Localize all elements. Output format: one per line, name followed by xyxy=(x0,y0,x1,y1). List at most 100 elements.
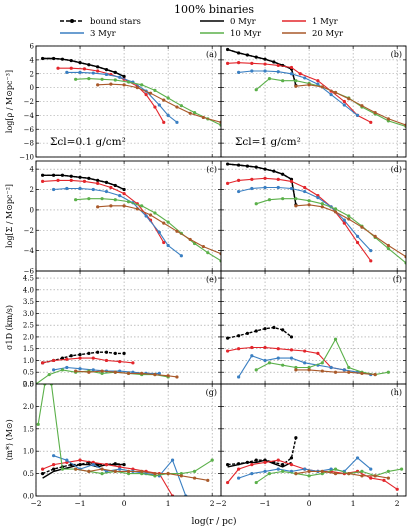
data-point xyxy=(395,487,399,491)
data-point xyxy=(355,456,360,460)
data-point xyxy=(153,105,157,109)
data-point xyxy=(96,463,100,467)
data-point xyxy=(166,374,170,378)
data-point xyxy=(140,469,144,473)
panel-label: (g) xyxy=(206,388,217,397)
data-point xyxy=(135,86,139,90)
legend: bound stars 0 Myr 1 Myr 3 Myr 10 Myr 20 Myr xyxy=(60,17,344,39)
y-tick-label: 2.5 xyxy=(23,381,34,389)
data-point xyxy=(329,365,333,370)
data-point xyxy=(307,365,311,370)
data-point xyxy=(52,187,56,192)
data-point xyxy=(294,472,298,476)
data-point xyxy=(206,478,210,482)
data-point xyxy=(386,117,390,121)
panel-f: (f) xyxy=(220,270,407,385)
data-point xyxy=(201,244,205,249)
data-point xyxy=(69,178,73,182)
data-point xyxy=(369,476,373,480)
legend-label: bound stars xyxy=(90,17,141,27)
data-point xyxy=(333,472,338,476)
data-point xyxy=(267,77,272,81)
data-point xyxy=(316,79,320,83)
series-line xyxy=(75,198,221,262)
data-point xyxy=(333,207,338,211)
data-point xyxy=(237,347,241,351)
data-point xyxy=(307,474,311,478)
data-point xyxy=(289,456,294,460)
y-tick-label: −4 xyxy=(24,112,35,120)
y-tick-label: 1.5 xyxy=(23,345,34,353)
data-point xyxy=(254,368,258,372)
data-point xyxy=(320,202,324,206)
data-point xyxy=(126,80,131,84)
data-point xyxy=(237,476,241,480)
data-point xyxy=(294,436,298,440)
data-point xyxy=(131,467,135,471)
series-line xyxy=(295,470,389,479)
panel-g: −2 −1 0 1 2 0.0 0.5 1.0 1.5 2.0 2.5 (g) xyxy=(23,381,222,508)
y-axis-label: log[ρ / M⊙pc⁻³] xyxy=(5,70,14,133)
data-point xyxy=(254,480,258,485)
data-point xyxy=(65,365,69,370)
panel-frame xyxy=(220,270,407,385)
data-point xyxy=(140,371,144,376)
data-point xyxy=(122,83,126,87)
y-tick-label: −4 xyxy=(24,247,35,255)
data-point xyxy=(162,240,166,245)
data-point xyxy=(276,63,280,68)
data-point xyxy=(126,469,131,473)
data-point xyxy=(347,365,351,370)
data-point xyxy=(100,197,104,201)
data-point xyxy=(307,199,311,203)
data-point xyxy=(289,65,294,70)
data-point xyxy=(281,328,285,332)
panel-label: (a) xyxy=(206,50,217,59)
y-tick-label: 0.5 xyxy=(23,369,34,377)
data-point xyxy=(100,472,104,476)
data-point xyxy=(289,335,294,339)
data-point xyxy=(369,467,373,471)
series-group xyxy=(36,384,214,496)
data-point xyxy=(347,217,351,221)
data-point xyxy=(382,478,386,482)
data-point xyxy=(104,72,109,77)
series-line xyxy=(58,67,165,123)
data-point xyxy=(36,422,40,426)
data-point xyxy=(96,350,100,354)
y-tick-label: −2 xyxy=(24,98,34,106)
data-point xyxy=(153,372,157,377)
data-point xyxy=(82,67,87,71)
y-tick-label: 6 xyxy=(30,43,35,51)
data-point xyxy=(289,356,294,360)
data-point xyxy=(281,469,285,473)
panel-label: (c) xyxy=(206,165,217,174)
data-point xyxy=(303,467,307,471)
figure-title: 100% binaries xyxy=(174,3,254,16)
legend-label: 3 Myr xyxy=(90,29,117,39)
data-point xyxy=(140,204,144,208)
data-point xyxy=(281,463,285,467)
series-line xyxy=(42,174,125,191)
data-point xyxy=(74,369,78,373)
data-point xyxy=(272,325,276,330)
data-point xyxy=(166,472,170,476)
data-point xyxy=(316,351,320,355)
data-point xyxy=(245,331,250,335)
panel-label: (b) xyxy=(391,50,402,59)
y-axis-label: log[Σ / M⊙pc⁻²] xyxy=(5,184,14,248)
data-point xyxy=(263,327,267,331)
data-point xyxy=(303,361,307,365)
data-point xyxy=(179,472,183,476)
data-point xyxy=(170,458,175,462)
data-point xyxy=(360,104,364,108)
data-point xyxy=(250,69,254,73)
data-point xyxy=(355,113,360,117)
data-point xyxy=(263,358,267,363)
data-point xyxy=(41,361,45,365)
data-point xyxy=(276,458,280,462)
data-point xyxy=(104,189,109,194)
column-label: Σcl=1 g/cm² xyxy=(235,136,301,148)
y-tick-label: 3.5 xyxy=(23,298,34,306)
data-point xyxy=(386,246,390,251)
